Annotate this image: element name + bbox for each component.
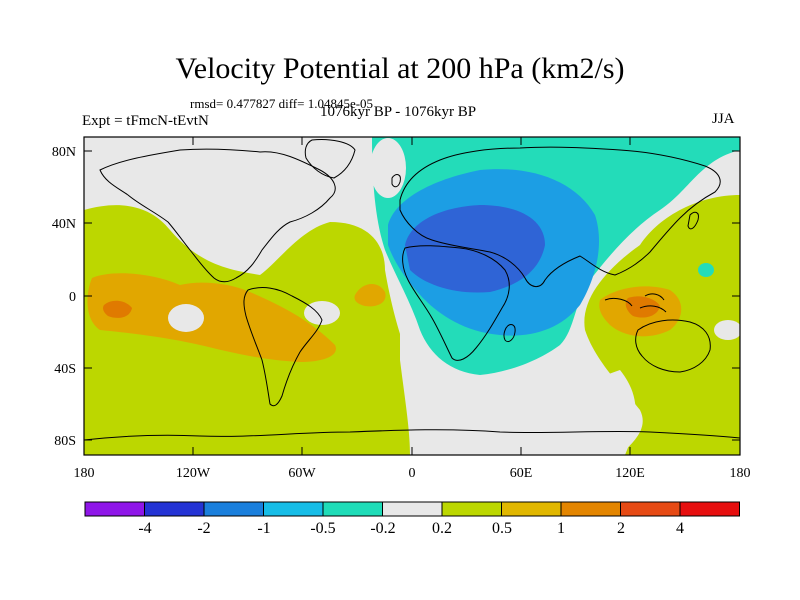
colorbar-box bbox=[679, 501, 740, 517]
lon-label-0: 0 bbox=[409, 466, 416, 481]
colorbar-label: -2 bbox=[197, 520, 210, 537]
colorbar-label: 0.2 bbox=[432, 520, 452, 537]
colorbar-labels: -4 -2 -1 -0.5 -0.2 0.2 0.5 1 2 4 bbox=[138, 520, 684, 537]
colorbar-label: 0.5 bbox=[492, 520, 512, 537]
colorbar-label: -4 bbox=[138, 520, 151, 537]
colorbar-box bbox=[322, 501, 383, 517]
neutral-patch-pacific bbox=[168, 304, 204, 332]
lon-label-120e: 120E bbox=[615, 466, 645, 481]
neutral-patch-north-africa bbox=[370, 138, 406, 198]
lon-label-180w: 180 bbox=[74, 466, 95, 481]
colorbar-label: 1 bbox=[557, 520, 565, 537]
lat-label-80n: 80N bbox=[52, 145, 76, 160]
lon-label-120w: 120W bbox=[176, 466, 211, 481]
colorbar-box bbox=[263, 501, 324, 517]
colorbar-box bbox=[441, 501, 502, 517]
negative-patch-pacific bbox=[698, 263, 714, 277]
colorbar-box bbox=[203, 501, 264, 517]
colorbar-box bbox=[501, 501, 562, 517]
colorbar-label: 4 bbox=[676, 520, 684, 537]
colorbar-label: 2 bbox=[617, 520, 625, 537]
positive-anomaly-mid-atlantic bbox=[354, 284, 386, 307]
lat-label-80s: 80S bbox=[54, 434, 76, 449]
colorbar-label: -0.2 bbox=[370, 520, 395, 537]
lat-label-40n: 40N bbox=[52, 217, 76, 232]
lon-label-60w: 60W bbox=[288, 466, 316, 481]
experiment-label: Expt = tFmcN-tEvtN bbox=[82, 113, 209, 129]
lon-label-180e: 180 bbox=[730, 466, 751, 481]
period-label: 1076kyr BP - 1076kyr BP bbox=[320, 104, 477, 120]
coastlines bbox=[84, 139, 740, 441]
neutral-patch-atlantic bbox=[304, 301, 340, 325]
neutral-patch-east bbox=[714, 320, 740, 340]
lat-label-40s: 40S bbox=[54, 362, 76, 377]
season-label: JJA bbox=[712, 111, 735, 127]
colorbar-boxes bbox=[84, 501, 740, 517]
neutral-south-band bbox=[400, 300, 636, 455]
colorbar-box bbox=[144, 501, 205, 517]
lat-label-0: 0 bbox=[69, 290, 76, 305]
positive-anomaly-strong-pacific bbox=[103, 300, 132, 318]
colorbar-label: -0.5 bbox=[310, 520, 335, 537]
colorbar-box bbox=[84, 501, 145, 517]
chart-title: Velocity Potential at 200 hPa (km2/s) bbox=[175, 52, 625, 85]
stats-line: rmsd= 0.477827 diff= 1.04845e-05 bbox=[190, 96, 374, 111]
colorbar-box bbox=[382, 501, 443, 517]
axis-ticks bbox=[84, 137, 740, 455]
negative-anomaly-core bbox=[405, 205, 545, 293]
colorbar-box bbox=[620, 501, 681, 517]
colorbar-label: -1 bbox=[257, 520, 270, 537]
lon-label-60e: 60E bbox=[510, 466, 533, 481]
colorbar-box bbox=[560, 501, 621, 517]
positive-anomaly-mid-pacific bbox=[87, 273, 336, 362]
field-shading bbox=[84, 137, 740, 455]
